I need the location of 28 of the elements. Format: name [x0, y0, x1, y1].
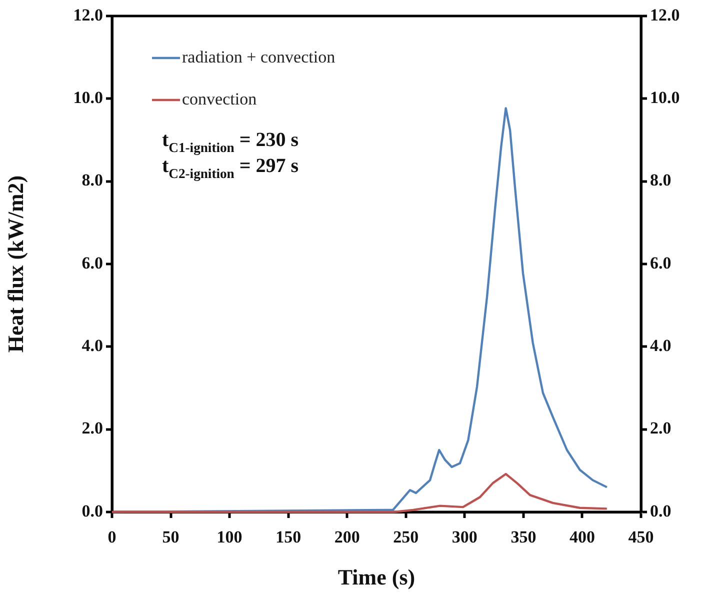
y-tick-label: 6.0 — [82, 253, 103, 272]
x-tick-label: 400 — [569, 528, 595, 547]
y2-tick-label: 8.0 — [650, 170, 672, 190]
y-tick-label: 10.0 — [73, 88, 103, 108]
x-tick-label: 50 — [162, 528, 180, 547]
y2-tick-label: 10.0 — [650, 88, 680, 108]
x-tick-label: 350 — [510, 528, 536, 547]
x-tick-label: 450 — [628, 528, 654, 547]
y2-tick-label: 4.0 — [650, 336, 672, 356]
y2-tick-label: 2.0 — [650, 418, 672, 438]
x-axis-title: Time (s) — [338, 564, 416, 590]
legend-label: radiation + convection — [182, 47, 336, 66]
x-tick-label: 250 — [393, 528, 419, 547]
x-tick-label: 0 — [108, 528, 116, 547]
y-tick-label: 8.0 — [82, 170, 103, 190]
x-tick-label: 300 — [452, 528, 478, 547]
x-tick-label: 150 — [276, 528, 302, 547]
y2-tick-label: 12.0 — [650, 5, 680, 24]
y-tick-label: 0.0 — [82, 501, 103, 520]
y2-tick-label: 0.0 — [650, 501, 672, 520]
x-tick-label: 100 — [216, 528, 242, 547]
y-axis-title: Heat flux (kW/m2) — [2, 175, 28, 353]
legend-label: convection — [182, 89, 258, 108]
y-tick-label: 12.0 — [73, 5, 103, 24]
x-tick-label: 200 — [334, 528, 360, 547]
y-tick-label: 4.0 — [82, 336, 103, 356]
y2-tick-label: 6.0 — [650, 253, 672, 272]
y-tick-label: 2.0 — [82, 418, 103, 438]
